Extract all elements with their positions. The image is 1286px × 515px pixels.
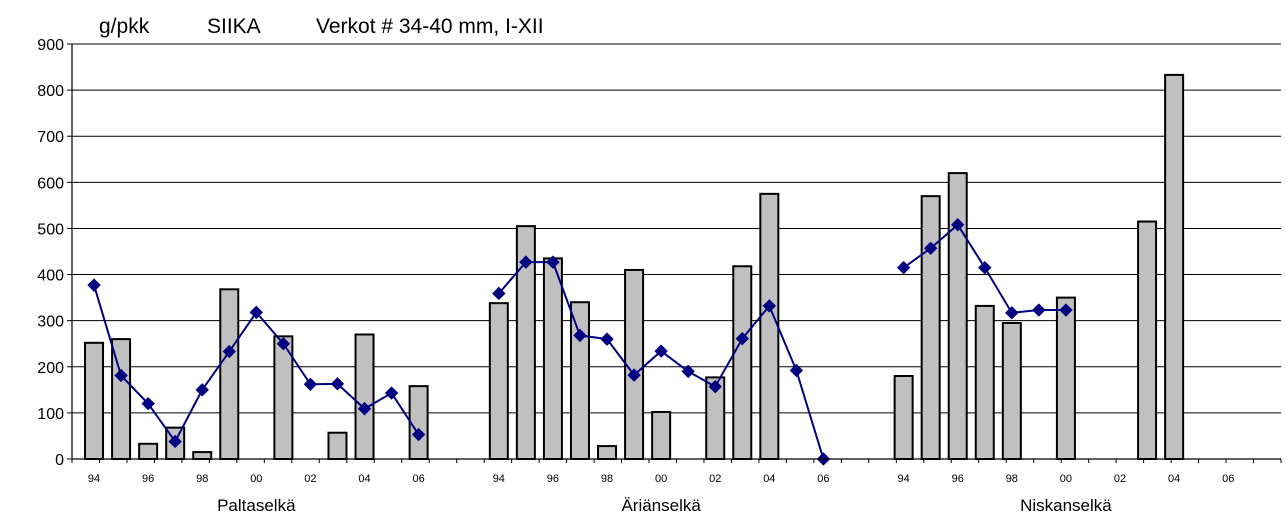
data-point-marker (654, 344, 668, 358)
y-tick-label: 800 (37, 83, 64, 100)
y-tick-label: 300 (37, 314, 64, 331)
data-point-marker (330, 377, 345, 391)
data-point-marker (896, 260, 911, 275)
data-point-marker (951, 218, 965, 232)
x-tick-label: 94 (898, 473, 910, 485)
data-point-marker (681, 364, 695, 379)
bar (974, 304, 995, 460)
bar (192, 451, 213, 461)
data-point-marker (708, 379, 722, 394)
gridlines (72, 43, 1281, 414)
data-point-marker (1059, 303, 1073, 317)
y-tick-label: 0 (55, 452, 64, 469)
data-point-marker (303, 377, 318, 392)
data-point-marker (384, 386, 399, 400)
data-point-marker (195, 383, 209, 397)
x-tick-label: 06 (1222, 473, 1234, 485)
bar (597, 445, 618, 461)
data-point-marker (546, 255, 560, 269)
bar (488, 302, 509, 460)
data-point-marker (249, 305, 264, 320)
x-tick-label: 96 (547, 473, 559, 485)
bar (542, 257, 563, 460)
bar (1164, 73, 1185, 461)
y-tick-label: 200 (37, 360, 64, 377)
group-label: Äriänselkä (621, 496, 701, 515)
data-point-marker (411, 427, 426, 442)
data-point-marker (276, 337, 291, 351)
data-point-marker (357, 402, 372, 416)
y-tick-label: 100 (37, 406, 64, 423)
x-tick-label: 06 (817, 473, 829, 485)
x-tick-label: 00 (1060, 473, 1072, 485)
bar (624, 268, 645, 461)
chart-title-unit: g/pkk (99, 15, 150, 38)
bar (408, 385, 429, 460)
bar (920, 195, 941, 461)
bar (1137, 220, 1158, 460)
data-point-marker (762, 299, 777, 313)
bar (1055, 296, 1076, 460)
data-point-marker (168, 434, 182, 449)
x-tick-label: 04 (763, 473, 775, 485)
x-tick-label: 98 (1006, 473, 1018, 485)
data-point-marker (600, 332, 614, 346)
data-point-marker (519, 255, 533, 269)
x-tick-label: 06 (413, 473, 425, 485)
data-point-marker (114, 368, 128, 383)
bar (947, 172, 968, 460)
data-point-marker (978, 260, 992, 275)
bar (759, 192, 780, 460)
x-tick-label: 94 (493, 473, 505, 485)
bar (1001, 321, 1022, 460)
axes (67, 43, 1282, 463)
x-tick-label: 98 (601, 473, 613, 485)
data-point-marker (222, 344, 236, 359)
x-tick-label: 02 (709, 473, 721, 485)
x-tick-label: 94 (88, 473, 100, 485)
x-tick-label: 98 (196, 473, 208, 485)
bar (138, 442, 159, 460)
data-point-marker (87, 278, 101, 292)
y-tick-label: 400 (37, 268, 64, 285)
y-tick-label: 500 (37, 221, 64, 238)
x-tick-label: 02 (1114, 473, 1126, 485)
bar (651, 410, 672, 461)
x-tick-label: 02 (304, 473, 316, 485)
data-point-marker (627, 368, 641, 382)
x-tick-label: 96 (142, 473, 154, 485)
chart-title-gear: Verkot # 34-40 mm, I-XII (316, 15, 544, 38)
data-point-marker (789, 363, 804, 378)
bar (893, 375, 914, 460)
data-point-marker (141, 396, 155, 411)
x-tick-label: 00 (250, 473, 262, 485)
group-label: Niskanselkä (1020, 496, 1112, 515)
bar-series (84, 73, 1185, 461)
y-tick-label: 900 (37, 37, 64, 54)
group-label: Paltaselkä (217, 496, 296, 515)
x-tick-label: 04 (1168, 473, 1180, 485)
data-point-marker (573, 328, 587, 343)
y-tick-label: 600 (37, 175, 64, 192)
data-point-marker (492, 286, 506, 301)
bar (354, 333, 375, 460)
bar (84, 341, 105, 460)
x-tick-label: 00 (655, 473, 667, 485)
data-point-marker (735, 331, 749, 346)
chart-title-species: SIIKA (207, 15, 261, 38)
data-point-marker (923, 241, 938, 255)
y-tick-label: 700 (37, 129, 64, 146)
line-series (87, 218, 1073, 466)
data-point-marker (1032, 303, 1046, 317)
data-point-marker (1005, 306, 1019, 320)
bar (569, 301, 590, 460)
bar (219, 288, 240, 460)
x-tick-label: 04 (358, 473, 370, 485)
bar (732, 265, 753, 460)
bar (327, 431, 348, 461)
axis-labels: 0 100 200 300 400 500 600 700 800 900 94 96 98 00 02 04… (37, 37, 1234, 515)
x-tick-label: 96 (952, 473, 964, 485)
